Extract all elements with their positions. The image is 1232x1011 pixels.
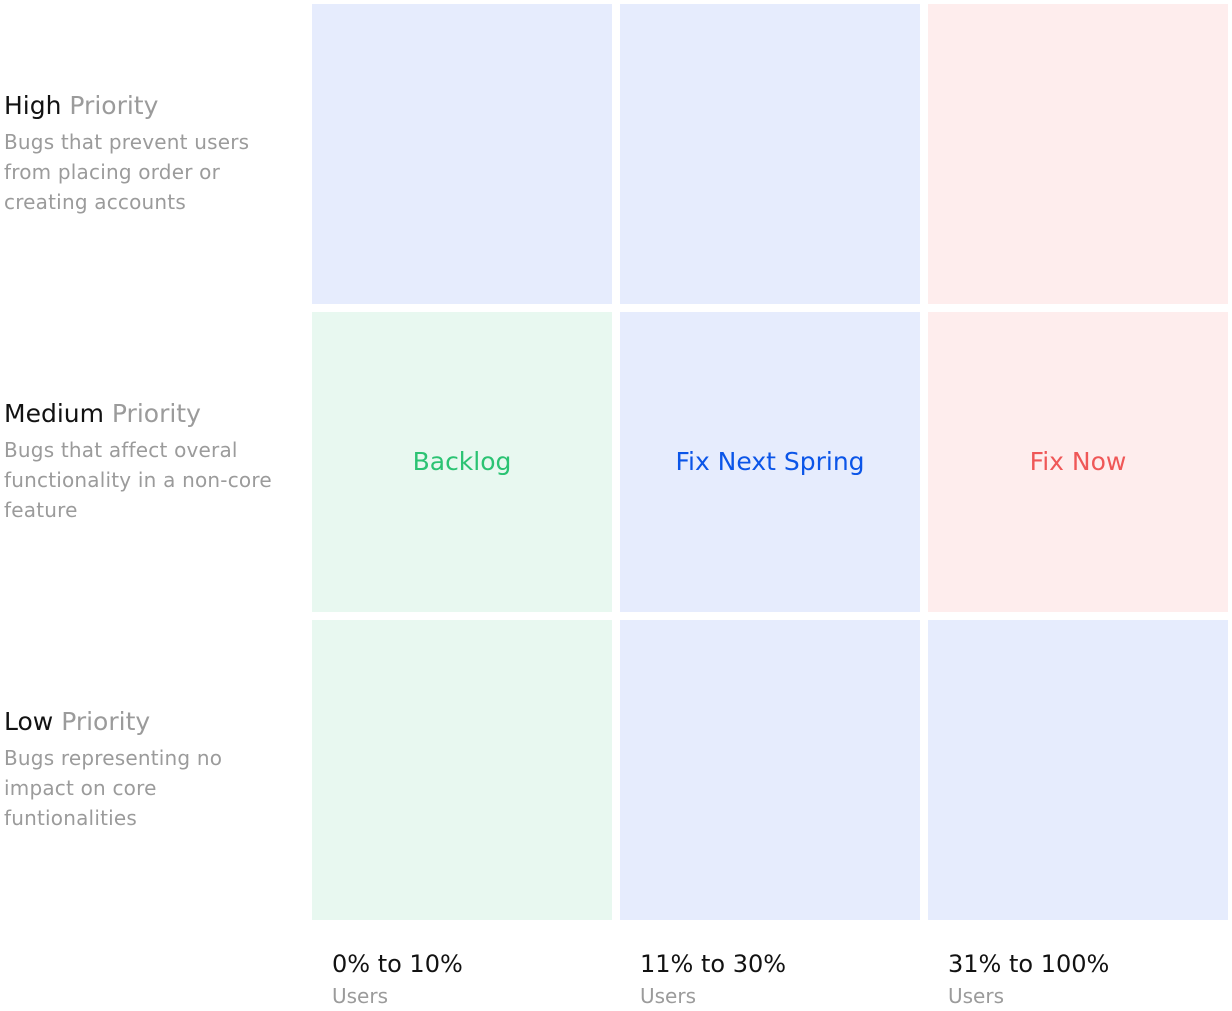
column-unit: Users — [948, 984, 1005, 1008]
priority-level: Medium — [4, 399, 104, 428]
column-range: 0% to 10% — [332, 950, 463, 978]
column-unit: Users — [332, 984, 389, 1008]
priority-word: Priority — [111, 399, 201, 428]
priority-word: Priority — [61, 707, 151, 736]
priority-word: Priority — [69, 91, 159, 120]
row-label-low: Low Priority Bugs representing no impact… — [4, 707, 294, 833]
cell-low-high-impact — [928, 620, 1228, 920]
column-range: 11% to 30% — [640, 950, 787, 978]
cell-label-fix-now: Fix Now — [1029, 447, 1127, 476]
cell-label-backlog: Backlog — [412, 447, 512, 476]
row-description: Bugs representing no impact on core funt… — [4, 746, 223, 830]
priority-level: High — [4, 91, 62, 120]
row-description: Bugs that prevent users from placing ord… — [4, 130, 250, 214]
row-title: Medium Priority — [4, 399, 294, 429]
row-description: Bugs that affect overal functionality in… — [4, 438, 272, 522]
priority-level: Low — [4, 707, 54, 736]
cell-fix-next-spring: Fix Next Spring — [620, 312, 920, 612]
cell-backlog: Backlog — [312, 312, 612, 612]
row-title: High Priority — [4, 91, 294, 121]
cell-high-low-impact — [312, 4, 612, 304]
cell-high-mid-impact — [620, 4, 920, 304]
column-label-0-10: 0% to 10% Users — [332, 947, 612, 1011]
column-label-31-100: 31% to 100% Users — [948, 947, 1228, 1011]
cell-high-high-impact — [928, 4, 1228, 304]
column-label-11-30: 11% to 30% Users — [640, 947, 920, 1011]
row-label-medium: Medium Priority Bugs that affect overal … — [4, 399, 294, 525]
cell-fix-now: Fix Now — [928, 312, 1228, 612]
row-label-high: High Priority Bugs that prevent users fr… — [4, 91, 294, 217]
column-unit: Users — [640, 984, 697, 1008]
cell-low-low-impact — [312, 620, 612, 920]
column-range: 31% to 100% — [948, 950, 1110, 978]
cell-low-mid-impact — [620, 620, 920, 920]
cell-label-fix-next-spring: Fix Next Spring — [675, 447, 865, 476]
row-title: Low Priority — [4, 707, 294, 737]
